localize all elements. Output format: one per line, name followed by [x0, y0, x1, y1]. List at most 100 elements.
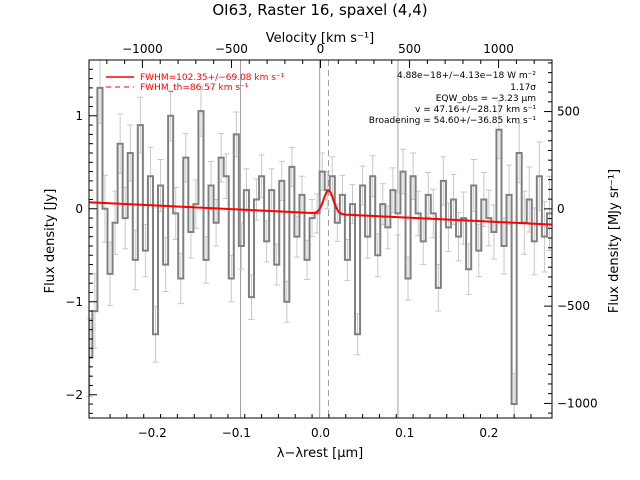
top-tick-label: 0: [317, 42, 325, 56]
reference-lines: [240, 60, 399, 418]
top-tick-label: 1000: [483, 42, 514, 56]
spectrum-point: [311, 217, 313, 219]
spectrum-point: [427, 194, 430, 196]
legend-entry-fwhm: FWHM=102.35+/−69.08 km s⁻¹: [140, 73, 285, 83]
spectrum-point: [185, 156, 187, 159]
spectrum-point: [109, 273, 111, 275]
legend: FWHM=102.35+/−69.08 km s⁻¹ FWHM_th=86.57…: [106, 73, 285, 93]
spectrum-point: [149, 175, 152, 178]
spectrum-point: [513, 403, 515, 405]
spectrum-point: [174, 212, 177, 215]
annotation-flux: 4.88e−18+/−4.13e−18 W m⁻²: [397, 71, 536, 81]
spectrum-point: [225, 175, 228, 178]
spectrum-point: [220, 156, 222, 159]
spectrum-point: [462, 217, 465, 219]
spectrum-point: [432, 212, 435, 215]
spectrum-point: [104, 207, 106, 210]
spectrum-point: [452, 198, 455, 201]
spectrum-point: [472, 184, 475, 187]
spectrum-point: [215, 221, 217, 224]
annotations: 4.88e−18+/−4.13e−18 W m⁻² 1.17σ EQW_obs …: [369, 71, 537, 126]
spectrum-point: [392, 189, 394, 191]
x-tick-label: 0.0: [311, 426, 330, 440]
spectrum-point: [442, 180, 445, 182]
right-tick-label: 0: [557, 202, 565, 216]
chart-title: OI63, Raster 16, spaxel (4,4): [212, 1, 427, 19]
spectrum-point: [376, 254, 379, 257]
spectrum-point: [356, 333, 359, 336]
annotation-eqw: EQW_obs = −3.23 μm: [436, 94, 536, 104]
right-axis-label: Flux density [MJy sr⁻¹]: [607, 169, 622, 313]
right-tick-label: −500: [557, 299, 590, 313]
spectrum-point: [240, 245, 243, 247]
spectrum-point: [200, 110, 202, 112]
spectrum-point: [477, 249, 480, 252]
spectrum-point: [286, 300, 288, 303]
spectrum-point: [250, 296, 253, 298]
spectrum-point: [498, 128, 500, 131]
right-tick-label: −1000: [557, 396, 598, 410]
spectrum-point: [159, 184, 162, 187]
spectrum-point: [296, 235, 298, 238]
annotation-velocity: v = 47.16+/−28.17 km s⁻¹: [415, 105, 536, 115]
spectrum-point: [94, 310, 96, 312]
x-tick-label: −0.1: [222, 426, 251, 440]
annotation-sigma: 1.17σ: [510, 83, 536, 93]
spectrum-point: [437, 287, 440, 289]
legend-entry-fwhm-th: FWHM_th=86.57 km s⁻¹: [140, 83, 249, 93]
spectrum-point: [422, 240, 425, 243]
annotation-broadening: Broadening = 54.60+/−36.85 km s⁻¹: [369, 116, 537, 126]
x-tick-label: 0.1: [395, 426, 414, 440]
spectrum-point: [291, 166, 293, 168]
y-tick-label: 0: [75, 202, 83, 216]
spectrum-point: [417, 212, 419, 215]
top-tick-label: −1000: [122, 42, 163, 56]
spectrum-point: [351, 203, 354, 205]
spectrum-point: [503, 245, 505, 247]
x-axis-label: λ−λrest [μm]: [277, 446, 363, 461]
spectrum-point: [331, 175, 334, 178]
right-tick-label: 500: [557, 105, 580, 119]
spectrum-point: [381, 203, 384, 205]
spectrum-point: [210, 184, 212, 187]
spectrum-point: [230, 277, 233, 280]
spectrum-point: [195, 203, 197, 205]
spectrum-point: [260, 175, 263, 178]
spectrum-point: [361, 184, 364, 187]
spectrum-point: [457, 235, 460, 238]
top-tick-label: −500: [215, 42, 248, 56]
spectrum-point: [467, 268, 470, 271]
spectrum-point: [306, 259, 308, 261]
spectrum-point: [270, 189, 273, 191]
spectrum-point: [548, 212, 551, 215]
spectrum: [86, 59, 553, 419]
y-tick-label: 1: [75, 109, 83, 123]
spectrum-point: [245, 189, 248, 191]
spectrum-point: [528, 198, 531, 201]
fit: [88, 189, 553, 226]
spectrum-point: [341, 194, 344, 196]
spectrum-point: [387, 226, 389, 229]
y-tick-label: −2: [65, 388, 83, 402]
spectrum-point: [483, 198, 485, 201]
spectrum-point: [179, 277, 182, 280]
top-axis-label: Velocity [km s⁻¹]: [266, 31, 374, 46]
spectrum-point: [346, 259, 349, 261]
spectrum-point: [280, 180, 283, 182]
spectrum-point: [301, 194, 303, 196]
axes: −0.2 −0.1 0.0 0.1 0.2 −1000 −500 0 500 1000 1 0 −1 −2…: [65, 42, 597, 440]
spectrum-point: [169, 114, 172, 117]
spectrum-point: [255, 198, 258, 201]
spectrum-point: [235, 133, 238, 136]
top-tick-label: 500: [398, 42, 421, 56]
spectrum-point: [493, 231, 495, 233]
y-axis-label: Flux density [Jy]: [43, 189, 58, 294]
spectrum-point: [366, 235, 369, 238]
spectrum-point: [275, 263, 278, 266]
x-tick-label: 0.2: [479, 426, 498, 440]
spectrum-point: [190, 231, 192, 233]
spectrum-point: [164, 263, 167, 266]
spectrum-point: [114, 221, 116, 224]
fit-line: [88, 189, 553, 226]
